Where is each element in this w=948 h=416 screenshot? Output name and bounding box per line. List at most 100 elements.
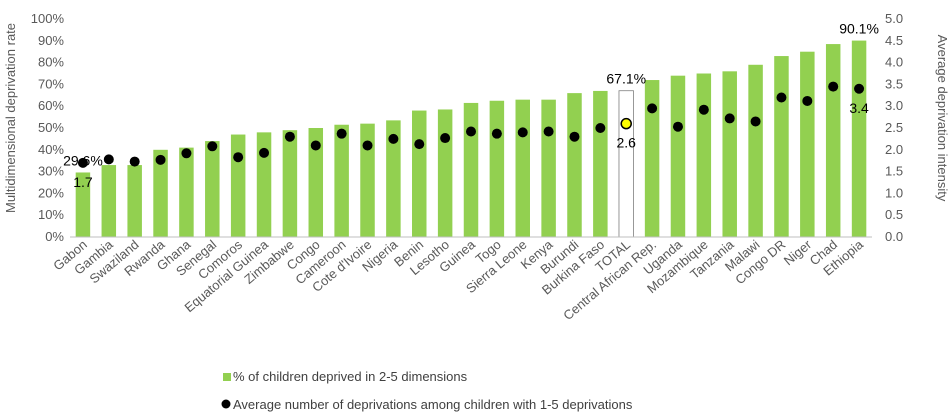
bar xyxy=(774,56,789,238)
y-tick-label: 10% xyxy=(38,207,64,222)
bar xyxy=(412,110,427,237)
y-tick-label: 60% xyxy=(38,98,64,113)
dot xyxy=(284,131,295,142)
y-tick-label: 30% xyxy=(38,164,64,179)
bar xyxy=(360,123,375,237)
dot xyxy=(620,117,632,130)
bar xyxy=(386,120,401,237)
dot xyxy=(362,140,373,151)
bar xyxy=(153,149,168,237)
legend-item-dots: Average number of deprivations among chi… xyxy=(221,397,633,412)
dot xyxy=(129,156,140,167)
bar xyxy=(437,109,453,237)
dot xyxy=(259,147,270,158)
bar xyxy=(308,128,324,237)
dot xyxy=(698,104,709,115)
dot xyxy=(672,121,683,132)
dot xyxy=(595,123,606,133)
y2-tick-label: 1.0 xyxy=(885,185,903,200)
dot xyxy=(181,148,192,159)
dot xyxy=(155,154,166,165)
bar xyxy=(515,99,530,237)
y-tick-label: 50% xyxy=(38,120,64,135)
y-tick-label: 0% xyxy=(45,229,64,244)
y-tick-label: 70% xyxy=(38,76,64,91)
dot xyxy=(854,83,865,94)
y2-tick-label: 0.0 xyxy=(885,229,903,244)
y-tick-label: 20% xyxy=(38,185,64,200)
legend-item-bars: % of children deprived in 2-5 dimensions xyxy=(223,369,468,384)
bar xyxy=(644,80,660,237)
dot xyxy=(517,127,528,138)
legend-label-bars: % of children deprived in 2-5 dimensions xyxy=(233,369,468,384)
bar xyxy=(463,102,479,238)
y2-tick-label: 0.5 xyxy=(885,207,903,222)
y2-tick-label: 4.5 xyxy=(885,33,903,48)
bar xyxy=(179,147,194,237)
bar xyxy=(541,99,556,237)
bar xyxy=(489,100,505,237)
bar xyxy=(75,172,91,237)
legend-swatch-dot xyxy=(221,399,231,409)
y2-tick-label: 3.0 xyxy=(885,98,903,113)
bar xyxy=(618,90,634,238)
bar-series xyxy=(75,40,867,238)
dot xyxy=(543,126,554,137)
bar xyxy=(101,165,117,237)
dot xyxy=(724,113,735,124)
data-label: 2.6 xyxy=(616,135,636,151)
data-label: 29.6% xyxy=(63,152,103,168)
bar xyxy=(205,141,220,237)
dot xyxy=(828,81,839,92)
dot xyxy=(207,141,218,152)
y-tick-label: 100% xyxy=(31,11,65,26)
dot xyxy=(103,154,114,165)
y-tick-label: 80% xyxy=(38,55,64,70)
bar xyxy=(851,40,867,237)
y-tick-label: 90% xyxy=(38,33,64,48)
y-axis-title: Multidimensional deprivation rate xyxy=(3,23,18,213)
dot xyxy=(336,128,347,139)
dot xyxy=(776,92,787,103)
bar xyxy=(230,134,246,237)
data-label: 3.4 xyxy=(849,100,869,116)
y2-tick-label: 4.0 xyxy=(885,55,903,70)
y2-tick-label: 5.0 xyxy=(885,11,903,26)
legend-label-dots: Average number of deprivations among chi… xyxy=(233,397,633,412)
dot xyxy=(77,157,88,168)
bar xyxy=(256,132,272,237)
bar xyxy=(334,124,349,237)
dot xyxy=(414,139,425,150)
y2-tick-label: 2.0 xyxy=(885,142,903,157)
dot-series xyxy=(77,81,865,168)
bar xyxy=(567,93,582,238)
y2-tick-label: 2.5 xyxy=(885,120,903,135)
bar xyxy=(127,165,142,237)
dot xyxy=(466,126,476,137)
dot xyxy=(647,103,658,114)
dot xyxy=(569,131,580,142)
category-label: Niger xyxy=(781,236,815,268)
y-tick-label: 40% xyxy=(38,142,64,157)
legend: % of children deprived in 2-5 dimensions… xyxy=(221,369,633,412)
dot xyxy=(750,116,761,127)
data-label: 1.7 xyxy=(73,174,93,190)
dot xyxy=(491,128,502,139)
dot xyxy=(440,133,451,144)
y2-axis-title: Average deprivation intensity xyxy=(935,35,948,202)
dot xyxy=(388,133,399,144)
dot xyxy=(233,152,244,163)
data-label: 90.1% xyxy=(839,21,879,37)
data-labels: 29.6% 1.7 67.1% 2.6 90.1% 3.4 xyxy=(63,21,879,190)
bar xyxy=(825,44,841,237)
bar xyxy=(670,75,686,238)
category-labels: GabonGambiaSwazilandRwandaGhanaSenegalCo… xyxy=(50,236,866,323)
legend-swatch-bar xyxy=(223,373,231,381)
bar xyxy=(696,73,712,237)
bar xyxy=(748,64,763,237)
y-axis-ticks: 0% 10% 20% 30% 40% 50% 60% 70% 80% 90% 100% xyxy=(31,11,65,244)
data-label: 67.1% xyxy=(606,71,646,87)
y2-tick-label: 3.5 xyxy=(885,76,903,91)
